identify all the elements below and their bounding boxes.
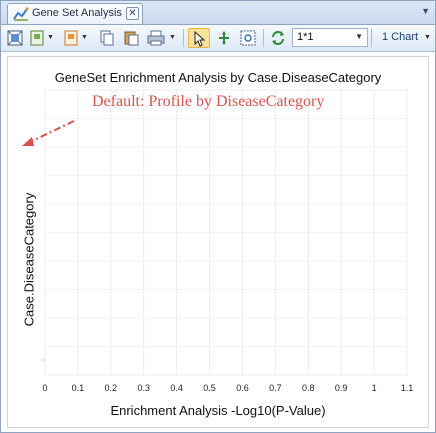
annotation-arrow-line — [29, 120, 75, 143]
toolbar-separator — [183, 29, 184, 47]
x-tick-label: 0.8 — [302, 383, 315, 393]
chart-count-label: 1 Chart — [382, 31, 419, 43]
print-dropdown-icon[interactable]: ▼ — [169, 34, 176, 41]
paste-button[interactable] — [121, 28, 141, 48]
analysis-chart-icon — [13, 7, 29, 21]
chart-count-button[interactable]: 1 Chart ▼ — [374, 28, 434, 48]
save-image-icon — [30, 30, 44, 46]
print-button[interactable]: ▼ — [145, 28, 177, 48]
export-icon — [64, 30, 78, 46]
chart-count-dropdown-icon[interactable]: ▼ — [424, 34, 431, 41]
chart-layout-select[interactable]: 1*1 ▼ — [292, 28, 368, 47]
profile-annotation: Default: Profile by DiseaseCategory — [92, 93, 325, 110]
save-dropdown-icon[interactable]: ▼ — [47, 34, 54, 41]
plot-svg: 0 0.1 0.2 0.3 0.4 0.5 0.6 0.7 0.8 0.9 1 1.1 — [22, 89, 413, 393]
tick-layer: 0 0.1 0.2 0.3 0.4 0.5 0.6 0.7 0.8 0.9 1 1.1 — [42, 383, 413, 393]
x-tick-label: 0.6 — [236, 383, 249, 393]
toolbar-separator — [263, 29, 264, 47]
chevron-down-icon[interactable]: ▼ — [355, 32, 363, 41]
x-tick-label: 0.9 — [335, 383, 348, 393]
zoom-fit-button[interactable] — [238, 28, 258, 48]
toolbar-separator — [371, 29, 372, 47]
pointer-icon — [194, 31, 206, 47]
chart-toolbar: ▼ ▼ ▼ — [1, 25, 435, 52]
tab-label: Gene Set Analysis — [32, 7, 122, 19]
tab-strip: Gene Set Analysis ✕ ▼ — [1, 1, 435, 25]
x-tick-label: 0.2 — [105, 383, 118, 393]
tab-gene-set-analysis[interactable]: Gene Set Analysis ✕ — [7, 3, 143, 24]
pan-tool-button[interactable] — [214, 28, 234, 48]
x-tick-label: 0.7 — [269, 383, 282, 393]
fit-grid-icon — [7, 30, 23, 46]
x-tick-label: 0.5 — [203, 383, 216, 393]
export-dropdown-icon[interactable]: ▼ — [81, 34, 88, 41]
fit-grid-button[interactable] — [5, 28, 25, 48]
export-button[interactable]: ▼ — [61, 28, 89, 48]
pointer-tool-button[interactable] — [188, 28, 210, 48]
copy-icon — [100, 30, 114, 46]
refresh-button[interactable] — [268, 28, 288, 48]
x-tick-label: 0.4 — [170, 383, 183, 393]
close-icon[interactable]: ✕ — [126, 7, 139, 20]
copy-button[interactable] — [97, 28, 117, 48]
x-tick-label: 1.1 — [401, 383, 414, 393]
grid-layer — [41, 89, 408, 376]
x-tick-label: 0 — [42, 383, 47, 393]
paste-icon — [124, 31, 139, 46]
x-tick-label: 0.3 — [137, 383, 150, 393]
chart-layout-value: 1*1 — [297, 31, 314, 43]
pan-icon — [219, 31, 229, 45]
annotation-arrow-head — [22, 137, 34, 146]
x-axis-label: Enrichment Analysis -Log10(P-Value) — [110, 403, 326, 418]
zoom-fit-icon — [240, 30, 256, 46]
print-icon — [147, 30, 165, 46]
y-axis-label: Case.DiseaseCategory — [21, 192, 37, 327]
chart-area[interactable]: 0 0.1 0.2 0.3 0.4 0.5 0.6 0.7 0.8 0.9 1 1.1 GeneSet… — [7, 56, 429, 428]
refresh-icon — [272, 31, 284, 45]
x-tick-label: 1 — [372, 383, 377, 393]
chart-title: GeneSet Enrichment Analysis by Case.Dise… — [54, 70, 382, 85]
tab-menu-dropdown-icon[interactable]: ▼ — [421, 6, 430, 16]
annotation-arrow-layer — [22, 120, 75, 146]
x-tick-label: 0.1 — [72, 383, 85, 393]
save-image-button[interactable]: ▼ — [27, 28, 55, 48]
